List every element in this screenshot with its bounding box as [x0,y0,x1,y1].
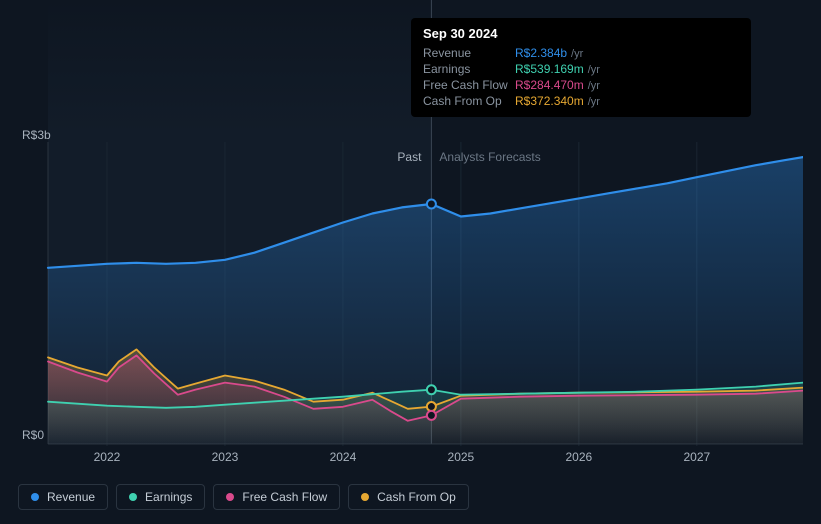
tooltip-metric-value: R$539.169m [515,62,584,76]
legend-item[interactable]: Earnings [116,484,205,510]
tooltip-metric-label: Revenue [423,46,515,60]
x-tick-label: 2022 [94,450,121,464]
legend-dot-icon [226,493,234,501]
tooltip-row: RevenueR$2.384b/yr [423,45,739,61]
x-tick-label: 2023 [212,450,239,464]
tooltip-row: EarningsR$539.169m/yr [423,61,739,77]
legend-label: Free Cash Flow [242,490,327,504]
tooltip-metric-label: Cash From Op [423,94,515,108]
tooltip-metric-value: R$2.384b [515,46,567,60]
tooltip-date: Sep 30 2024 [423,26,739,41]
chart-tooltip: Sep 30 2024 RevenueR$2.384b/yrEarningsR$… [411,18,751,117]
tooltip-metric-value: R$372.340m [515,94,584,108]
tooltip-unit: /yr [588,80,600,92]
legend-label: Cash From Op [377,490,456,504]
y-axis-label-bottom: R$0 [22,428,44,442]
legend-item[interactable]: Cash From Op [348,484,469,510]
tooltip-metric-value: R$284.470m [515,78,584,92]
chart-legend: Revenue Earnings Free Cash Flow Cash From O… [18,484,469,510]
x-tick-label: 2025 [448,450,475,464]
tooltip-metric-label: Free Cash Flow [423,78,515,92]
tooltip-metric-label: Earnings [423,62,515,76]
legend-dot-icon [361,493,369,501]
tooltip-row: Free Cash FlowR$284.470m/yr [423,77,739,93]
x-tick-label: 2027 [683,450,710,464]
tooltip-row: Cash From OpR$372.340m/yr [423,93,739,109]
legend-label: Revenue [47,490,95,504]
tooltip-unit: /yr [571,48,583,60]
tooltip-unit: /yr [588,96,600,108]
x-tick-label: 2026 [566,450,593,464]
legend-label: Earnings [145,490,192,504]
legend-dot-icon [31,493,39,501]
legend-dot-icon [129,493,137,501]
tooltip-unit: /yr [588,64,600,76]
x-tick-label: 2024 [330,450,357,464]
legend-item[interactable]: Revenue [18,484,108,510]
legend-item[interactable]: Free Cash Flow [213,484,340,510]
y-axis-label-top: R$3b [22,128,51,142]
forecast-section-label: Analysts Forecasts [439,150,540,164]
past-section-label: Past [397,150,421,164]
